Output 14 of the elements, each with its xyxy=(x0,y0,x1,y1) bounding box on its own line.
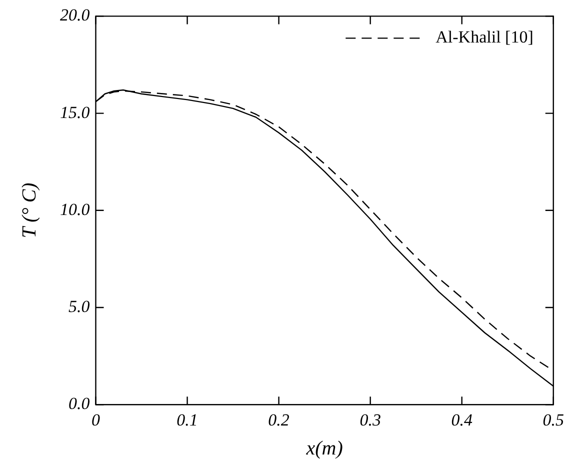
legend-label: Al-Khalil [10] xyxy=(436,28,534,47)
y-axis-title: T (° C) xyxy=(18,182,40,238)
x-tick-label: 0.2 xyxy=(268,410,290,430)
x-tick-label: 0 xyxy=(92,410,100,430)
y-tick-label: 15.0 xyxy=(60,102,90,122)
x-axis-title: x(m) xyxy=(305,437,344,460)
x-tick-label: 0.5 xyxy=(542,410,564,430)
y-tick-label: 20.0 xyxy=(60,6,90,25)
x-tick-label: 0.4 xyxy=(451,410,473,430)
y-tick-label: 10.0 xyxy=(60,200,90,219)
y-tick-label: 0.0 xyxy=(68,394,90,414)
x-tick-label: 0.1 xyxy=(176,410,198,430)
x-tick-label: 0.3 xyxy=(360,410,381,430)
y-tick-label: 5.0 xyxy=(68,296,90,316)
